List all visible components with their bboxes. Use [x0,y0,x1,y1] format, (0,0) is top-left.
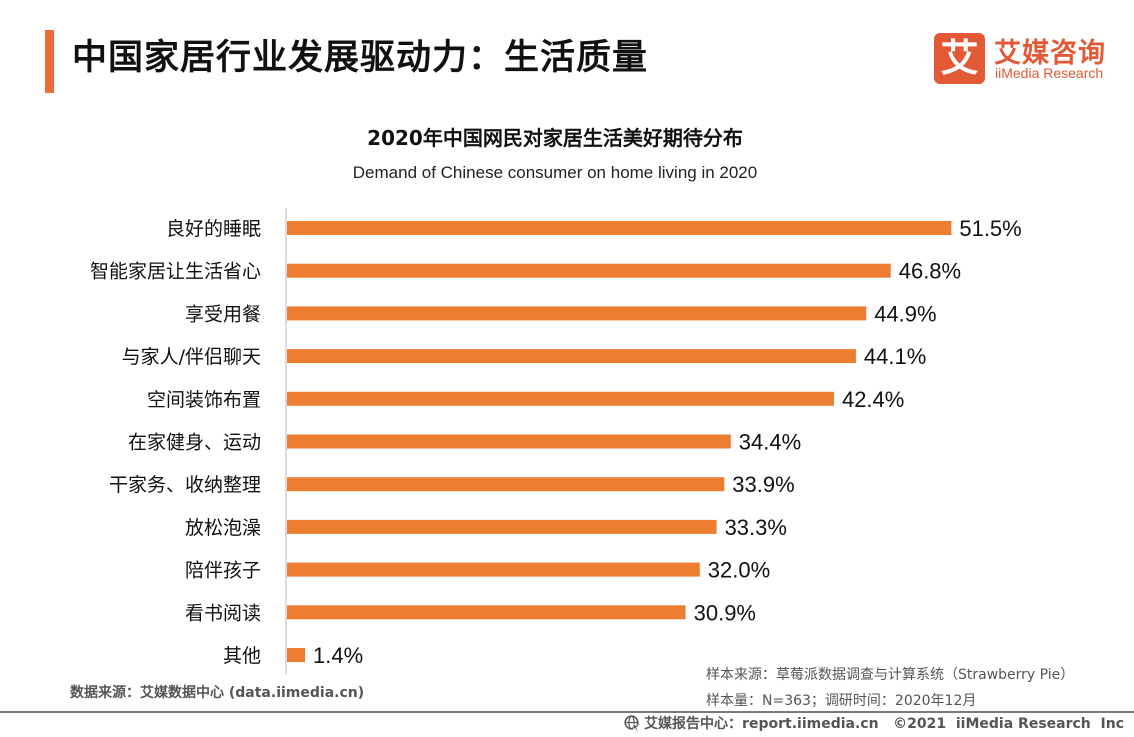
bar [287,434,731,449]
bar [287,221,952,235]
bar [287,391,834,406]
chart-title: 2020年中国网民对家居生活美好期待分布 [367,126,743,150]
bar [287,648,306,662]
bar [287,562,700,577]
value-label: 44.9% [874,301,936,326]
category-label: 智能家居让生活省心 [90,261,261,283]
sample-source-note: 样本来源：草莓派数据调查与计算系统（Strawberry Pie） [706,667,1075,683]
logo-badge-icon: 艾 [934,33,985,84]
category-label: 空间装饰布置 [147,389,261,411]
bar [287,519,717,534]
page-title: 中国家居行业发展驱动力：生活质量 [72,38,649,78]
title-accent-bar [45,30,54,93]
value-label: 46.8% [899,259,961,284]
data-source-note: 数据来源：艾媒数据中心 (data.iimedia.cn) [70,685,365,701]
category-label: 陪伴孩子 [185,560,261,582]
footer-text: 艾媒报告中心：report.iimedia.cn ©2021 iiMedia R… [644,716,1124,732]
value-label: 33.3% [725,515,787,540]
chart-subtitle: Demand of Chinese consumer on home livin… [352,163,758,182]
iimedia-logo: 艾 艾媒咨询 iiMedia Research [934,33,1114,85]
logo-name-en: iiMedia Research [995,65,1104,81]
category-label: 干家务、收纳整理 [109,474,261,496]
bar [287,263,891,278]
bar-chart: 良好的睡眠 51.5% 智能家居让生活省心 46.8% 享受用餐 44.9% 与家人/伴侣聊… [90,208,1022,674]
category-label: 其他 [223,645,261,667]
bar [287,477,725,492]
value-label: 30.9% [694,600,756,625]
bars-group: 良好的睡眠 51.5% 智能家居让生活省心 46.8% 享受用餐 44.9% 与家人/伴侣聊… [90,216,1022,668]
category-label: 在家健身、运动 [128,432,261,454]
value-label: 33.9% [732,472,794,497]
category-label: 看书阅读 [185,602,261,624]
value-label: 1.4% [313,643,363,668]
footer: 艾媒报告中心：report.iimedia.cn ©2021 iiMedia R… [624,713,1124,733]
value-label: 42.4% [842,387,904,412]
category-label: 享受用餐 [185,303,261,325]
globe-cursor-icon [624,715,640,731]
bar [287,349,856,364]
sample-size-note: 样本量：N=363；调研时间：2020年12月 [706,693,977,709]
category-label: 与家人/伴侣聊天 [122,346,261,368]
bar [287,306,867,321]
bar [287,605,686,620]
value-label: 34.4% [739,430,801,455]
footer-divider [0,711,1134,713]
value-label: 44.1% [864,344,926,369]
category-label: 放松泡澡 [185,517,261,539]
category-label: 良好的睡眠 [166,218,261,240]
value-label: 32.0% [708,558,770,583]
logo-name-cn: 艾媒咨询 [994,38,1106,69]
value-label: 51.5% [959,216,1021,241]
